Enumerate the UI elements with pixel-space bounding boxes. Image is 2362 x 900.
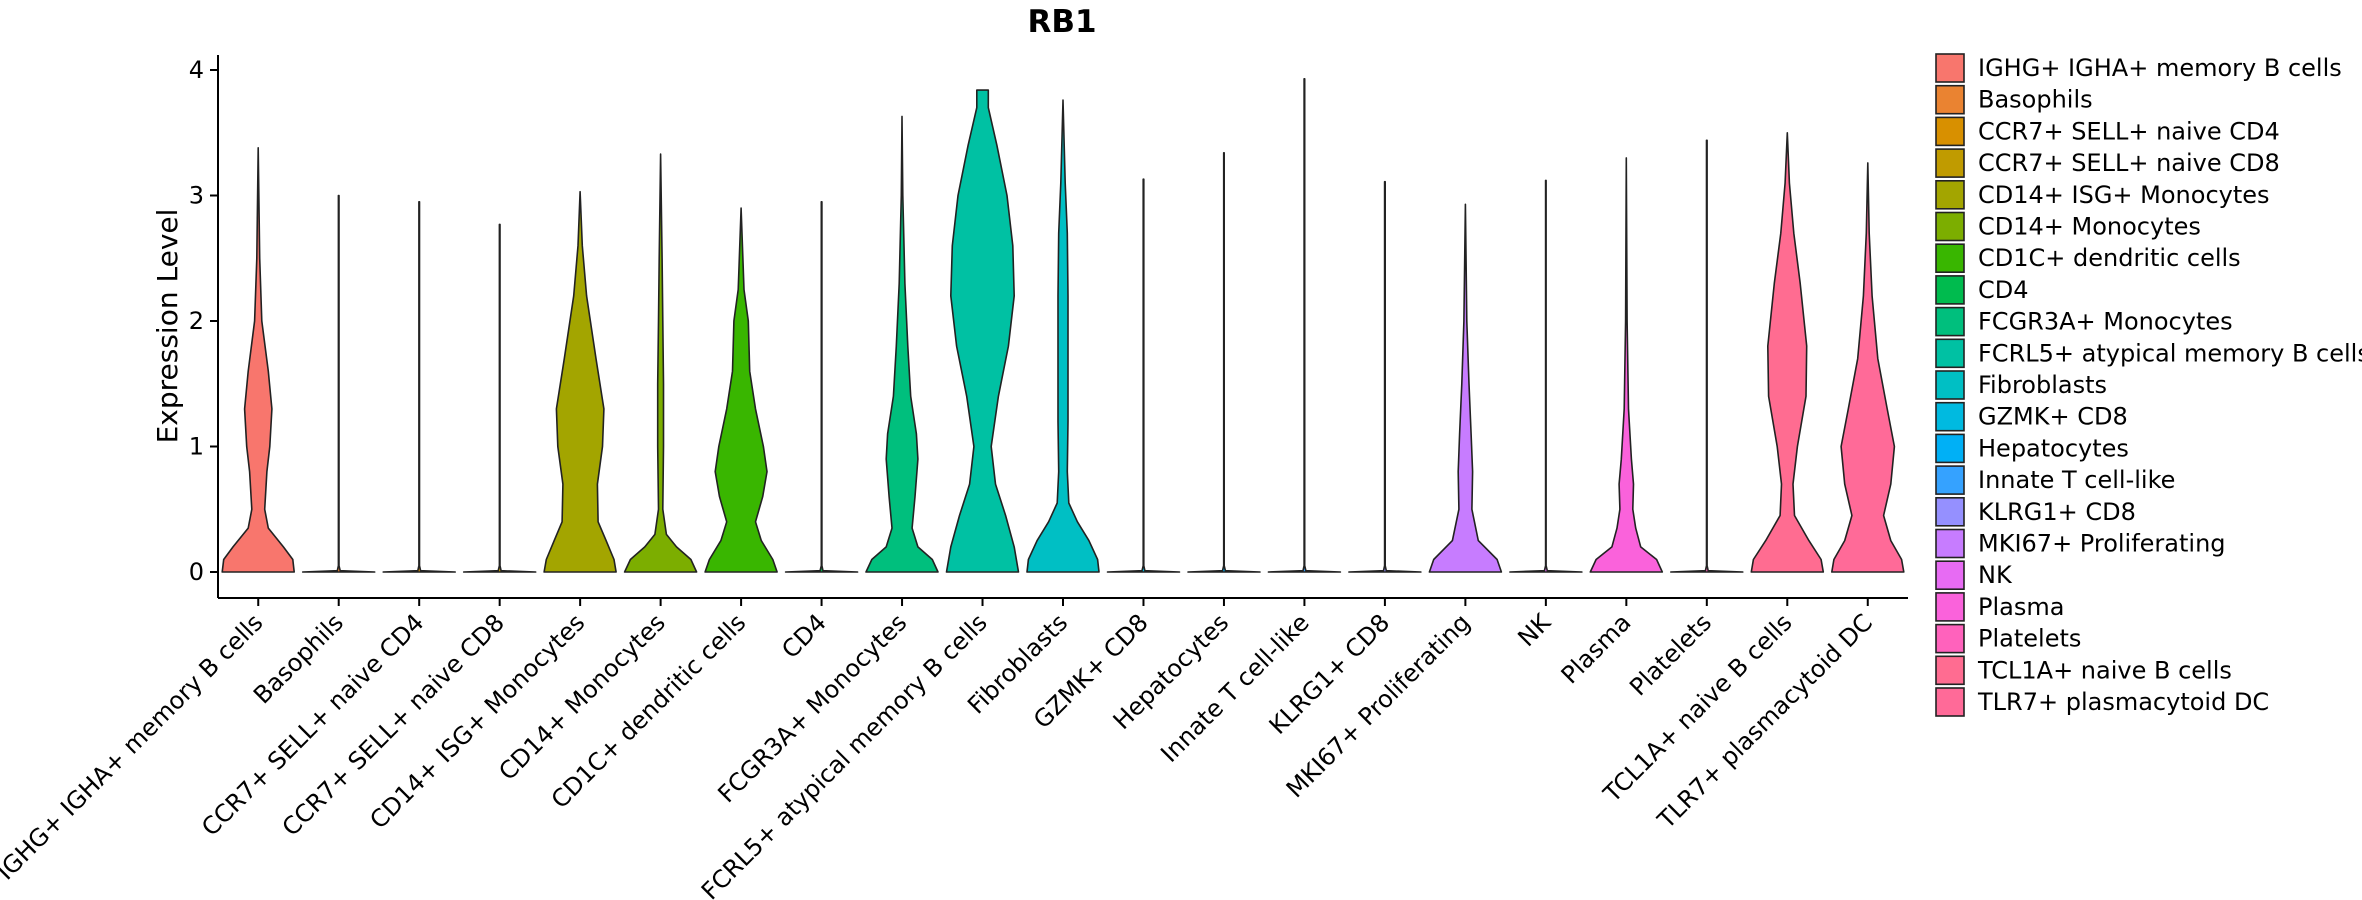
violin (382, 201, 456, 573)
y-axis: 0 1 2 3 4 (189, 55, 219, 598)
violin (784, 201, 859, 573)
legend-label: CD14+ ISG+ Monocytes (1978, 181, 2270, 209)
legend-label: Fibroblasts (1978, 371, 2107, 399)
y-tick-label: 3 (189, 182, 204, 210)
violin (1106, 178, 1181, 573)
legend-swatch (1935, 211, 1965, 242)
legend-label: MKI67+ Proliferating (1978, 530, 2226, 558)
violin (704, 207, 778, 573)
violin (1670, 139, 1744, 573)
violin (945, 89, 1020, 573)
legend-label: Basophils (1978, 86, 2093, 114)
legend-label: CD4 (1978, 276, 2029, 304)
legend-swatch (1935, 592, 1965, 622)
violin (1831, 162, 1905, 573)
legend-swatch (1935, 655, 1965, 686)
x-axis: IGHG+ IGHA+ memory B cellsBasophilsCCR7+… (0, 597, 1908, 900)
x-tick-label: FCRL5+ atypical memory B cells (696, 608, 993, 900)
violin (1348, 180, 1422, 573)
legend-label: Plasma (1978, 593, 2064, 621)
y-tick-label: 2 (189, 307, 204, 335)
legend-label: IGHG+ IGHA+ memory B cells (1978, 54, 2342, 82)
legend-label: TCL1A+ naive B cells (1977, 656, 2232, 684)
violin (1589, 157, 1664, 573)
legend-swatch (1935, 275, 1965, 305)
legend-swatch (1935, 306, 1965, 337)
violin (1187, 152, 1261, 573)
legend-swatch (1935, 116, 1965, 147)
y-axis-title: Expression Level (151, 209, 184, 444)
y-tick-label: 0 (189, 558, 204, 586)
legend-label: TLR7+ plasmacytoid DC (1977, 688, 2269, 716)
y-tick-label: 4 (189, 56, 204, 84)
violin (1750, 132, 1825, 573)
legend-swatch (1935, 560, 1965, 591)
violin (1428, 203, 1503, 573)
legend-label: CCR7+ SELL+ naive CD8 (1978, 149, 2280, 177)
violin (623, 153, 698, 573)
legend-swatch (1935, 465, 1965, 495)
legend-swatch (1935, 687, 1965, 717)
x-tick-label: IGHG+ IGHA+ memory B cells (0, 608, 268, 885)
violin (301, 194, 376, 573)
legend-swatch (1935, 84, 1965, 115)
legend-swatch (1935, 433, 1965, 464)
legend-swatch (1935, 623, 1965, 654)
legend-label: FCGR3A+ Monocytes (1978, 308, 2233, 336)
legend-swatch (1935, 528, 1965, 559)
legend-label: Platelets (1978, 625, 2081, 653)
x-tick-label: NK (1512, 608, 1557, 653)
x-tick-label: Innate T cell-like (1155, 608, 1314, 767)
legend: IGHG+ IGHA+ memory B cells Basophils CCR7+… (1935, 53, 2362, 717)
legend-label: GZMK+ CD8 (1978, 403, 2128, 431)
legend-label: CCR7+ SELL+ naive CD4 (1978, 117, 2280, 145)
violin (462, 223, 537, 573)
legend-swatch (1935, 370, 1965, 400)
x-tick-label: CD4 (776, 608, 832, 664)
legend-label: NK (1978, 561, 2013, 589)
y-tick-label: 1 (189, 433, 204, 461)
legend-swatch (1935, 401, 1965, 432)
violin (221, 147, 295, 573)
legend-label: CD1C+ dendritic cells (1978, 244, 2241, 272)
violin (1267, 78, 1342, 573)
legend-label: FCRL5+ atypical memory B cells (1978, 339, 2362, 367)
legend-label: CD14+ Monocytes (1978, 213, 2201, 241)
x-tick-label: Plasma (1556, 608, 1637, 689)
violin (1509, 179, 1583, 573)
legend-swatch (1935, 496, 1965, 527)
violin (1026, 99, 1100, 573)
violin (865, 115, 939, 573)
legend-swatch (1935, 180, 1965, 210)
legend-swatch (1935, 53, 1965, 83)
legend-swatch (1935, 148, 1965, 178)
legend-swatch (1935, 243, 1965, 273)
legend-label: Hepatocytes (1978, 434, 2129, 462)
chart-title: RB1 (1027, 4, 1096, 40)
legend-label: KLRG1+ CD8 (1978, 498, 2136, 526)
violins-group (221, 78, 1905, 573)
legend-swatch (1935, 338, 1965, 369)
legend-label: Innate T cell-like (1978, 466, 2175, 494)
violin (543, 190, 617, 573)
